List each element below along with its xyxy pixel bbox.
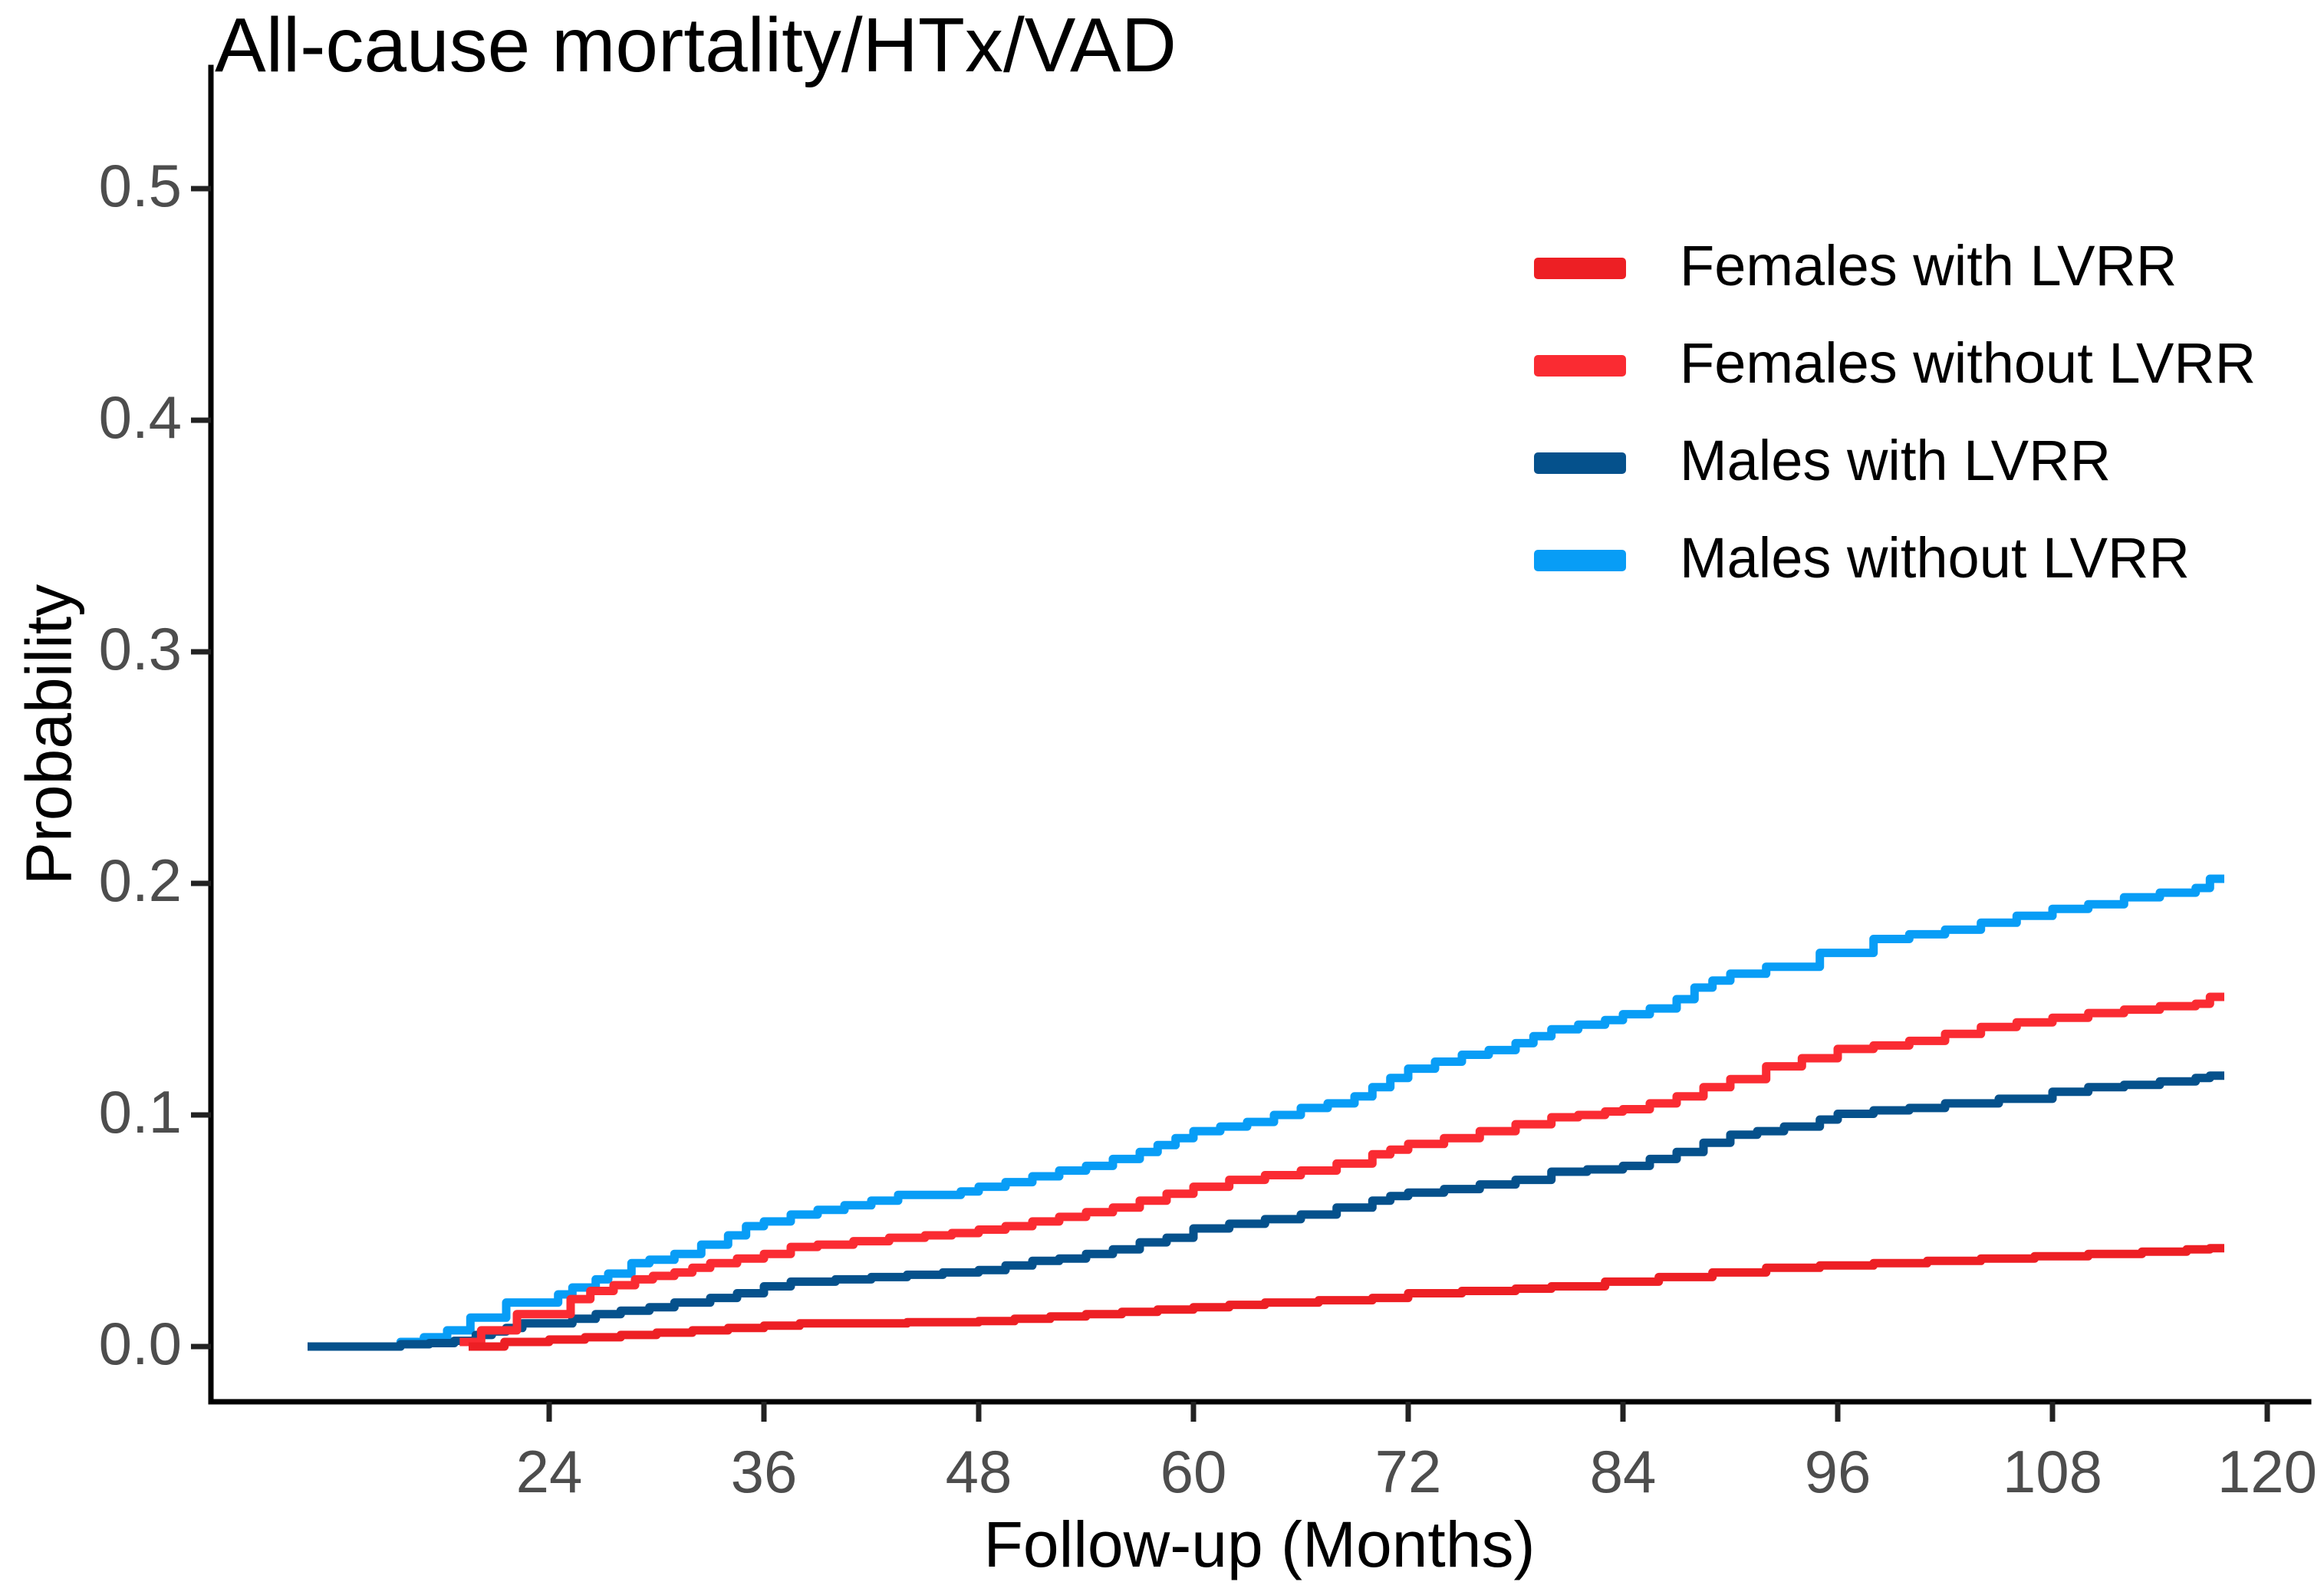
- curve-males-without-lvrr: [308, 874, 2224, 1351]
- y-tick-label-0.1: 0.1: [98, 1077, 182, 1146]
- x-tick-label-108: 108: [2002, 1438, 2103, 1505]
- legend-label-females-without-lvrr: Females without LVRR: [1680, 331, 2257, 396]
- legend-swatch-males-without-lvrr: [1534, 550, 1626, 571]
- axis-lines: [208, 64, 2312, 1405]
- y-tick-label-0.2: 0.2: [98, 846, 182, 914]
- x-tick-label-48: 48: [945, 1438, 1012, 1505]
- x-tick-label-96: 96: [1804, 1438, 1871, 1505]
- x-tick-label-36: 36: [730, 1438, 798, 1505]
- legend-label-females-with-lvrr: Females with LVRR: [1680, 234, 2178, 298]
- x-axis-title: Follow-up (Months): [983, 1508, 1536, 1580]
- curve-females-without-lvrr: [459, 992, 2224, 1347]
- legend-label-males-with-lvrr: Males with LVRR: [1680, 429, 2112, 493]
- x-tick-label-60: 60: [1160, 1438, 1227, 1505]
- curve-females-with-lvrr: [469, 1244, 2224, 1351]
- curve-males-with-lvrr: [308, 1071, 2224, 1351]
- legend-swatch-females-without-lvrr: [1534, 355, 1626, 377]
- chart-title: All-cause mortality/HTx/VAD: [215, 2, 1177, 88]
- x-tick-label-24: 24: [515, 1438, 583, 1505]
- x-tick-label-84: 84: [1589, 1438, 1657, 1505]
- legend-label-males-without-lvrr: Males without LVRR: [1680, 526, 2190, 590]
- legend-swatch-females-with-lvrr: [1534, 258, 1626, 279]
- legend-swatch-males-with-lvrr: [1534, 452, 1626, 474]
- y-tick-label-0.3: 0.3: [98, 614, 182, 682]
- y-tick-label-0.5: 0.5: [98, 151, 182, 219]
- y-tick-label-0.4: 0.4: [98, 383, 182, 451]
- x-tick-label-120: 120: [2217, 1438, 2318, 1505]
- x-tick-label-72: 72: [1374, 1438, 1442, 1505]
- y-tick-label-0.0: 0.0: [98, 1309, 182, 1377]
